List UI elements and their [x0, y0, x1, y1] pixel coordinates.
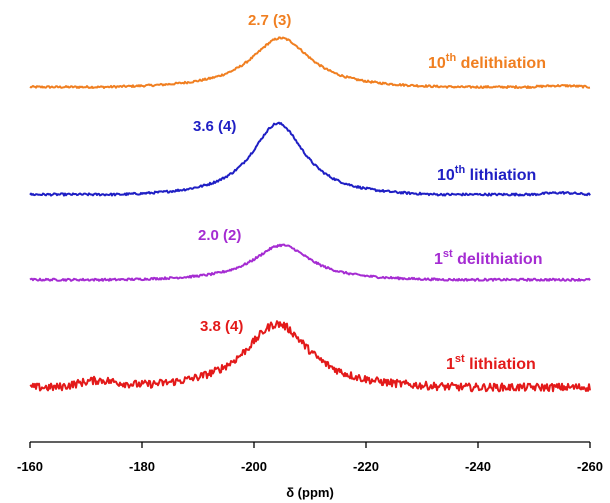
x-tick-label: -220: [353, 459, 379, 474]
series-label-delith10: 10th delithiation: [428, 52, 546, 72]
spectrum-line-lith10: [29, 121, 591, 197]
annotation-delith1: 2.0 (2): [198, 227, 241, 244]
series-label-lith10: 10th lithiation: [437, 164, 536, 184]
spectrum-line-delith10: [29, 36, 591, 89]
spectrum-line-lith1: [29, 320, 591, 393]
x-axis: -160 -180 -200 -220 -240 -260 δ (ppm): [17, 441, 603, 500]
x-tick-label: -260: [577, 459, 603, 474]
spectrum-line-delith1: [29, 243, 591, 282]
annotation-delith10: 2.7 (3): [248, 12, 291, 29]
series-label-lith1: 1st lithiation: [446, 353, 536, 373]
x-axis-ticks: -160 -180 -200 -220 -240 -260: [17, 442, 603, 474]
x-tick-label: -180: [129, 459, 155, 474]
annotation-lith10: 3.6 (4): [193, 118, 236, 135]
x-tick-label: -200: [241, 459, 267, 474]
integral-annotations: 2.7 (3) 3.6 (4) 2.0 (2) 3.8 (4): [193, 12, 291, 335]
series-labels: 10th delithiation 10th lithiation 1st deli…: [428, 52, 546, 373]
series-label-delith1: 1st delithiation: [434, 248, 542, 268]
x-tick-label: -240: [465, 459, 491, 474]
x-tick-label: -160: [17, 459, 43, 474]
spectra-curves: [29, 36, 591, 393]
x-axis-label: δ (ppm): [286, 485, 334, 500]
annotation-lith1: 3.8 (4): [200, 318, 243, 335]
